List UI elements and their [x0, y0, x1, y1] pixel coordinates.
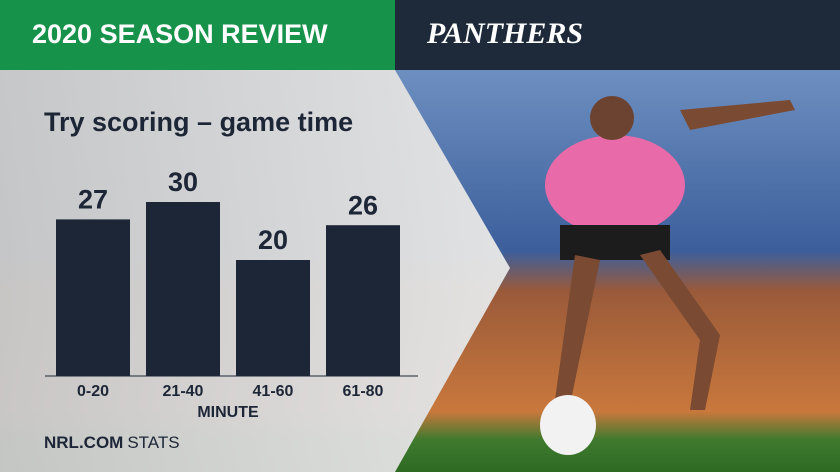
bar	[236, 260, 310, 376]
plot: 27 0-20 30 21-40 20 41-60 26 61-80	[56, 167, 400, 400]
header-title: 2020 SEASON REVIEW	[32, 19, 328, 49]
x-tick-label: 0-20	[77, 383, 109, 400]
chart-title: Try scoring – game time	[44, 107, 353, 137]
x-tick-label: 61-80	[343, 383, 384, 400]
team-logo: PANTHERS	[426, 17, 583, 50]
value-label: 30	[168, 167, 198, 197]
x-axis-label: MINUTE	[197, 404, 259, 421]
x-tick-label: 41-60	[253, 383, 294, 400]
bar	[56, 219, 130, 376]
value-label: 26	[348, 190, 378, 220]
logo-banner	[395, 0, 840, 70]
value-label: 20	[258, 225, 288, 255]
player-figure	[540, 96, 795, 455]
footer-brand: NRL.COM STATS	[44, 433, 180, 452]
x-tick-label: 21-40	[163, 383, 204, 400]
bar	[146, 202, 220, 376]
value-label: 27	[78, 185, 108, 215]
footer-brand-name: NRL.COM	[44, 433, 123, 452]
header-banner	[0, 0, 395, 70]
bar	[326, 225, 400, 376]
footer-suffix: STATS	[127, 433, 179, 452]
